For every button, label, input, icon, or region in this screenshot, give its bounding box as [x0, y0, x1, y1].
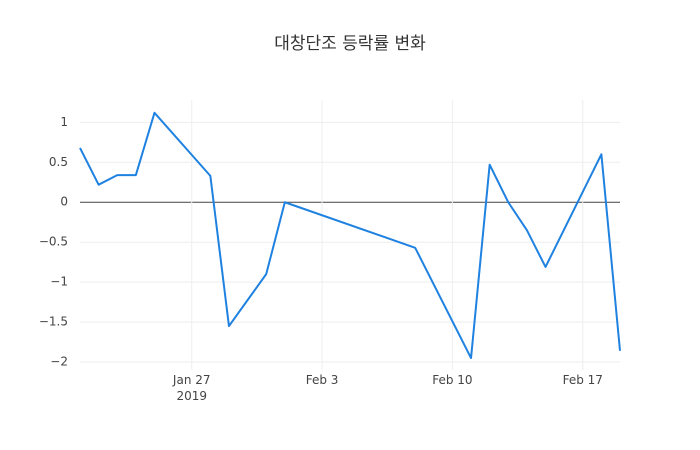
y-tick-label: −1: [50, 275, 68, 289]
x-tick-label: Feb 17: [563, 373, 603, 387]
y-tick-label: 0: [60, 195, 68, 209]
y-tick-label: 0.5: [49, 155, 68, 169]
y-tick-label: 1: [60, 115, 68, 129]
y-tick-label: −1.5: [39, 315, 68, 329]
y-tick-label: −0.5: [39, 235, 68, 249]
line: [79, 111, 621, 360]
x-tick-label: Feb 10: [432, 373, 472, 387]
x-tick-label: Jan 27 2019: [172, 373, 211, 403]
x-tick-label: Feb 3: [306, 373, 339, 387]
grid: [80, 100, 620, 370]
y-tick-label: −2: [50, 355, 68, 369]
chart-title: 대창단조 등락률 변화: [274, 34, 426, 54]
